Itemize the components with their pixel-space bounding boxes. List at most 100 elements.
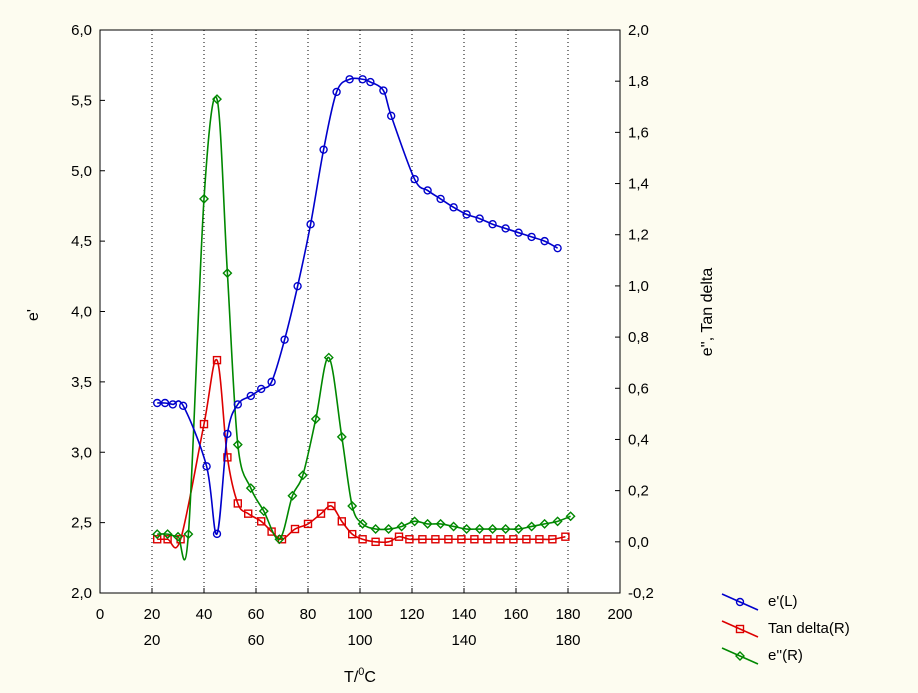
data-point-circle xyxy=(233,400,243,409)
data-point-circle xyxy=(387,111,396,121)
data-point-diamond xyxy=(152,529,163,540)
y-right-tick-label: 1,0 xyxy=(628,278,649,295)
series-line-diamond xyxy=(157,96,571,561)
data-point-square xyxy=(444,535,453,544)
data-point-diamond xyxy=(513,524,524,535)
y-left-tick-label: 4,0 xyxy=(71,304,92,321)
legend-label: e'(L) xyxy=(768,593,798,610)
series-line-square xyxy=(157,359,566,549)
data-point-square xyxy=(483,535,492,544)
y-left-axis-label: e' xyxy=(25,309,42,321)
series-line-circle xyxy=(157,77,558,535)
x-tick-label: 120 xyxy=(399,606,424,623)
axis-ticks: 0 20 40 60 80 100 120 140 160 180 200 20 60 100 140 180… xyxy=(71,22,654,649)
legend-label: Tan delta(R) xyxy=(768,620,850,637)
y-left-tick-label: 3,5 xyxy=(71,374,92,391)
data-point-square xyxy=(384,537,393,547)
data-point-square xyxy=(394,532,404,541)
data-point-circle xyxy=(358,75,367,84)
data-point-square xyxy=(522,535,531,544)
y-left-tick-label: 2,0 xyxy=(71,585,92,602)
x-tick-label: 40 xyxy=(196,606,213,623)
data-point-square xyxy=(431,535,440,544)
data-point-circle xyxy=(212,529,222,539)
data-point-diamond xyxy=(336,431,347,442)
y-right-tick-label: 1,4 xyxy=(628,176,649,193)
data-point-diamond xyxy=(162,529,173,540)
data-point-circle xyxy=(257,384,266,394)
data-point-circle xyxy=(379,86,388,95)
data-point-square xyxy=(223,453,232,462)
data-point-square xyxy=(233,499,243,508)
series-square-group xyxy=(152,355,570,549)
data-point-circle xyxy=(345,75,354,84)
y-left-tick-label: 6,0 xyxy=(71,22,92,39)
data-point-diamond xyxy=(396,521,407,532)
data-point-circle xyxy=(280,335,289,344)
x-secondary-tick-label: 60 xyxy=(248,632,265,649)
x-tick-label: 80 xyxy=(300,606,317,623)
data-point-circle xyxy=(475,214,484,223)
data-point-circle xyxy=(527,232,536,242)
y-right-tick-label: 1,6 xyxy=(628,124,649,141)
data-point-diamond xyxy=(297,470,308,481)
data-point-diamond xyxy=(539,518,550,529)
data-point-square xyxy=(337,517,346,526)
y-right-tick-label: 0,4 xyxy=(628,431,649,448)
data-point-square xyxy=(358,535,367,544)
data-point-diamond xyxy=(487,524,498,535)
data-point-circle xyxy=(168,400,178,409)
x-tick-label: 200 xyxy=(607,606,632,623)
y-right-tick-label: 1,2 xyxy=(628,227,649,244)
data-point-diamond xyxy=(526,521,537,532)
legend: e'(L) Tan delta(R) e''(R) xyxy=(721,593,850,665)
data-point-square xyxy=(163,535,172,544)
data-point-circle xyxy=(462,210,471,219)
data-point-diamond xyxy=(310,413,321,424)
data-point-circle xyxy=(306,220,315,229)
data-point-circle xyxy=(152,398,162,408)
x-tick-label: 160 xyxy=(503,606,528,623)
data-point-diamond xyxy=(357,518,368,529)
legend-line xyxy=(721,647,759,665)
data-point-diamond xyxy=(199,193,209,204)
x-tick-label: 180 xyxy=(555,606,580,623)
legend-line xyxy=(721,593,759,611)
data-point-square xyxy=(457,535,466,544)
data-point-circle xyxy=(332,87,341,97)
data-point-diamond xyxy=(500,524,511,535)
data-point-square xyxy=(509,535,518,544)
legend-line xyxy=(721,620,759,638)
data-point-diamond xyxy=(435,518,446,529)
data-point-square xyxy=(212,355,222,365)
series-lines xyxy=(152,75,576,561)
data-point-circle xyxy=(423,186,432,195)
data-point-circle xyxy=(293,281,302,291)
data-point-square xyxy=(496,535,505,544)
data-point-diamond xyxy=(409,516,420,527)
data-point-circle xyxy=(449,203,458,212)
data-point-circle xyxy=(202,462,211,471)
x-axis-label: T/0C xyxy=(344,666,376,686)
data-point-diamond xyxy=(448,521,459,532)
data-point-diamond xyxy=(461,524,472,535)
series-circle-group xyxy=(152,75,562,539)
data-point-circle xyxy=(246,391,256,401)
data-point-diamond xyxy=(422,518,433,529)
data-point-circle xyxy=(436,194,445,204)
data-point-diamond xyxy=(474,524,485,535)
data-point-square xyxy=(405,535,414,544)
y-right-tick-label: 1,8 xyxy=(628,73,649,90)
data-point-diamond xyxy=(183,529,194,540)
data-point-diamond xyxy=(565,511,576,522)
data-point-diamond xyxy=(552,516,563,527)
data-point-square xyxy=(303,519,313,529)
data-point-circle xyxy=(501,224,510,233)
data-point-square xyxy=(316,509,326,518)
data-point-square xyxy=(257,517,266,526)
data-point-circle xyxy=(488,220,497,229)
data-point-diamond xyxy=(232,439,243,450)
data-point-diamond xyxy=(258,506,269,517)
legend-marker xyxy=(735,624,745,634)
data-point-square xyxy=(548,535,557,544)
